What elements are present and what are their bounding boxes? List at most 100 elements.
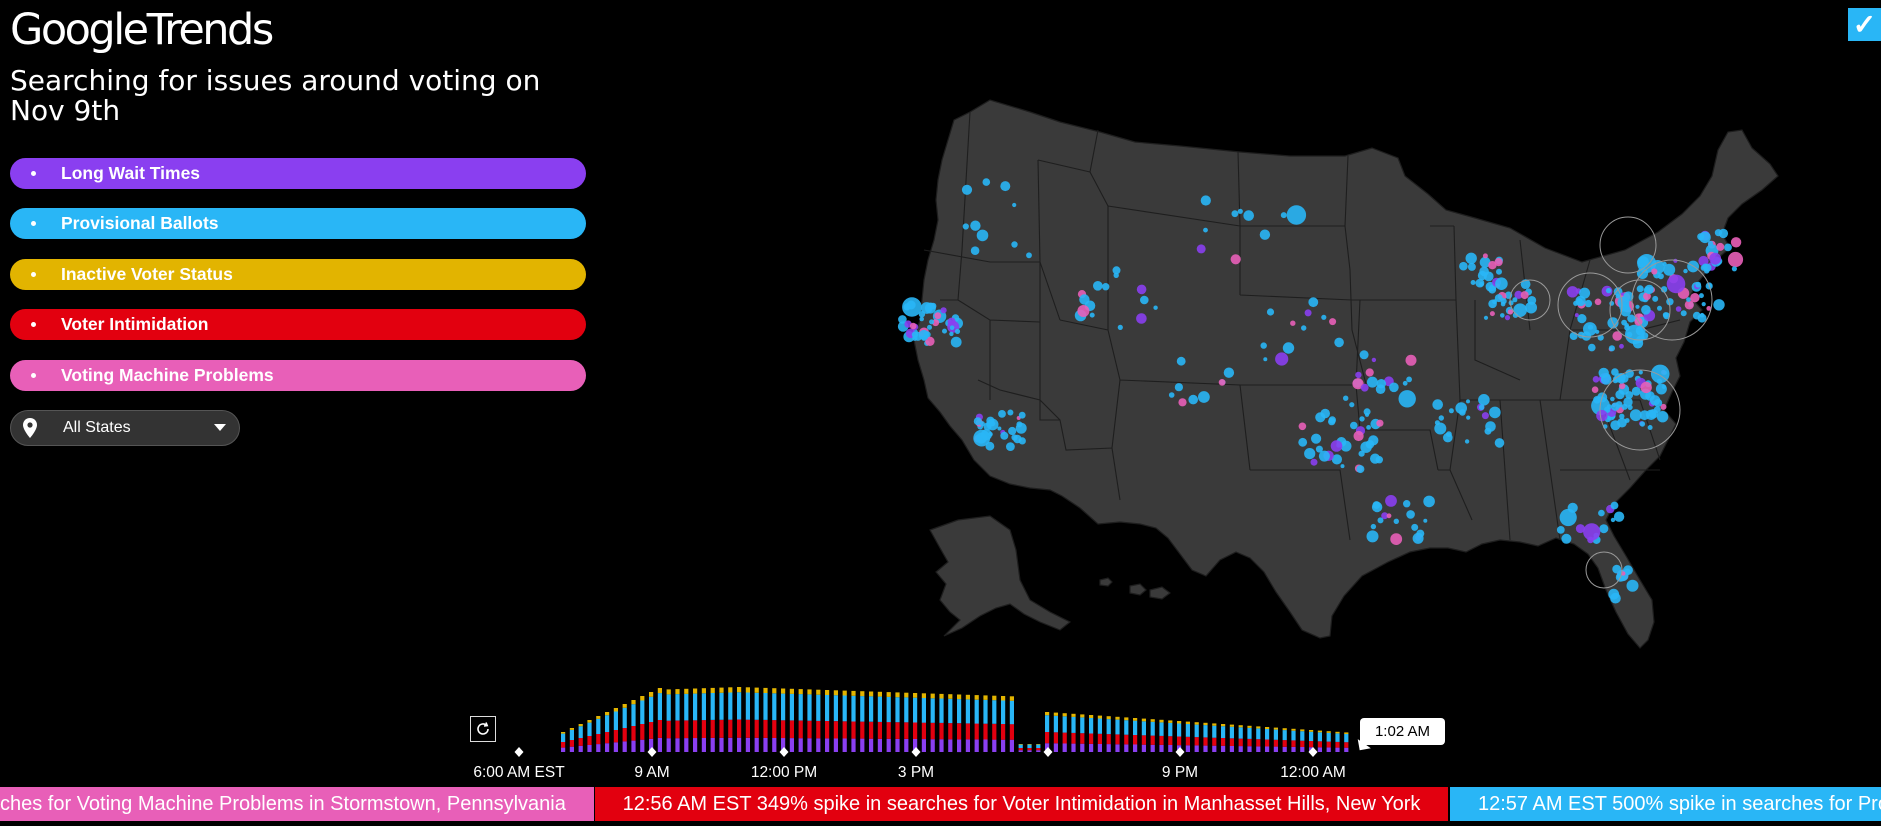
timeline-bar-segment: [781, 693, 786, 721]
timeline-bar-segment: [701, 720, 706, 738]
timeline-bar-segment: [1221, 745, 1226, 752]
timeline-bar-segment: [957, 723, 962, 740]
checkbox-icon[interactable]: ✓: [1848, 8, 1881, 41]
timeline-bar-segment: [1001, 700, 1006, 724]
timeline-marker[interactable]: [911, 747, 921, 757]
timeline-bar-segment: [869, 691, 874, 697]
timeline-bar-segment: [1009, 700, 1014, 725]
spike-dot: [1478, 404, 1485, 411]
timeline-marker[interactable]: [779, 747, 789, 757]
timeline-marker[interactable]: [647, 747, 657, 757]
spike-dot: [1483, 315, 1489, 320]
timeline-bar-segment: [983, 739, 988, 752]
timeline-bar-segment: [825, 738, 830, 752]
timeline-chart: [514, 687, 1349, 757]
timeline-bar-segment: [1159, 735, 1164, 745]
timeline-bar-segment: [789, 738, 794, 752]
timeline-bar-segment: [851, 721, 856, 739]
timeline-bar-segment: [561, 732, 566, 734]
timeline-bar-segment: [921, 693, 926, 698]
spike-ring: [1557, 272, 1623, 338]
timeline-marker[interactable]: [514, 747, 524, 757]
timeline-bar-segment: [1326, 741, 1331, 748]
timeline-marker[interactable]: [1175, 747, 1185, 757]
timeline-bar-segment: [789, 688, 794, 694]
topic-filter-3[interactable]: Inactive Voter Status: [10, 259, 586, 290]
timeline-bar-segment: [1309, 731, 1314, 741]
spike-dot: [1077, 305, 1090, 317]
us-map[interactable]: [0, 0, 1881, 700]
ticker-item[interactable]: 12:57 AM EST 500% spike in searches for …: [1450, 787, 1881, 821]
timeline-bar-segment: [913, 722, 918, 739]
spike-dot: [1089, 312, 1095, 318]
topic-filter-1[interactable]: Long Wait Times: [10, 158, 586, 189]
topic-bullet-icon: [31, 221, 36, 226]
spike-dot: [1488, 261, 1497, 270]
spike-dot: [1275, 352, 1289, 366]
spike-dot: [1683, 268, 1688, 274]
spike-dot: [1438, 415, 1445, 421]
timeline-bar-segment: [1080, 714, 1085, 718]
timeline-bar-segment: [825, 721, 830, 739]
timeline-bar-segment: [983, 699, 988, 724]
timeline-bar-segment: [1203, 725, 1208, 738]
ticker-item[interactable]: ches for Voting Machine Problems in Stor…: [0, 787, 594, 821]
timeline-marker[interactable]: [1308, 747, 1318, 757]
timeline-bar-segment: [1141, 721, 1146, 736]
spike-dot: [1577, 314, 1587, 324]
spike-dot: [1018, 411, 1026, 419]
spike-dot: [1619, 382, 1626, 390]
spike-dot: [1661, 384, 1667, 389]
timeline-bar-segment: [886, 692, 891, 697]
timeline-bar-segment: [596, 716, 601, 719]
spike-dot: [1343, 395, 1349, 401]
timeline-bar-segment: [1106, 716, 1111, 720]
ticker-item[interactable]: 12:56 AM EST 349% spike in searches for …: [595, 787, 1448, 821]
timeline-bar-segment: [710, 737, 715, 752]
timeline-bar-segment: [701, 738, 706, 752]
timeline-bar-segment: [1212, 745, 1217, 752]
timeline-bar-segment: [569, 729, 574, 740]
spike-dot: [1334, 337, 1344, 348]
timeline-marker[interactable]: [1043, 747, 1053, 757]
spike-dot: [1411, 523, 1419, 531]
topic-filter-5[interactable]: Voting Machine Problems: [10, 360, 586, 391]
spike-dot: [1605, 287, 1612, 294]
timeline-bar-segment: [1045, 732, 1050, 744]
timeline-bar-segment: [605, 712, 610, 716]
topic-filter-4[interactable]: Voter Intimidation: [10, 309, 586, 340]
timeline-bar-segment: [701, 693, 706, 721]
spike-dot: [1656, 411, 1669, 423]
timeline-bar-segment: [1300, 740, 1305, 747]
replay-button[interactable]: [470, 716, 496, 742]
timeline-bar-segment: [649, 692, 654, 697]
spike-dot: [940, 307, 947, 314]
timeline-bar-segment: [1317, 741, 1322, 748]
timeline-bar-segment: [1326, 731, 1331, 733]
spike-dot: [1459, 261, 1468, 271]
timeline-bar-segment: [913, 739, 918, 752]
timeline-bar-segment: [578, 724, 583, 727]
timeline-bar-segment: [877, 721, 882, 739]
topic-filter-2[interactable]: Provisional Ballots: [10, 208, 586, 239]
timeline-bar-segment: [754, 719, 759, 738]
timeline-bar-segment: [561, 747, 566, 752]
timeline-bar-segment: [693, 720, 698, 739]
timeline-bar-segment: [693, 688, 698, 694]
timeline-bar-segment: [1168, 736, 1173, 745]
spike-dot: [1412, 532, 1424, 544]
timeline-bar-segment: [816, 720, 821, 739]
timeline-bar-segment: [1168, 720, 1173, 723]
state-filter-dropdown[interactable]: All States: [10, 410, 240, 446]
timeline-bar-segment: [1027, 748, 1032, 751]
spike-dot: [1168, 392, 1175, 398]
spike-dot: [1587, 536, 1594, 544]
spike-dot: [1321, 314, 1327, 320]
timeline-bar-segment: [983, 723, 988, 740]
spike-dot: [1512, 312, 1519, 318]
timeline-bar-segment: [1273, 727, 1278, 730]
timeline-bar-segment: [1018, 750, 1023, 752]
timeline-bar-segment: [825, 690, 830, 695]
timeline-bar-segment: [649, 738, 654, 752]
timeline-bar-segment: [1247, 725, 1252, 728]
